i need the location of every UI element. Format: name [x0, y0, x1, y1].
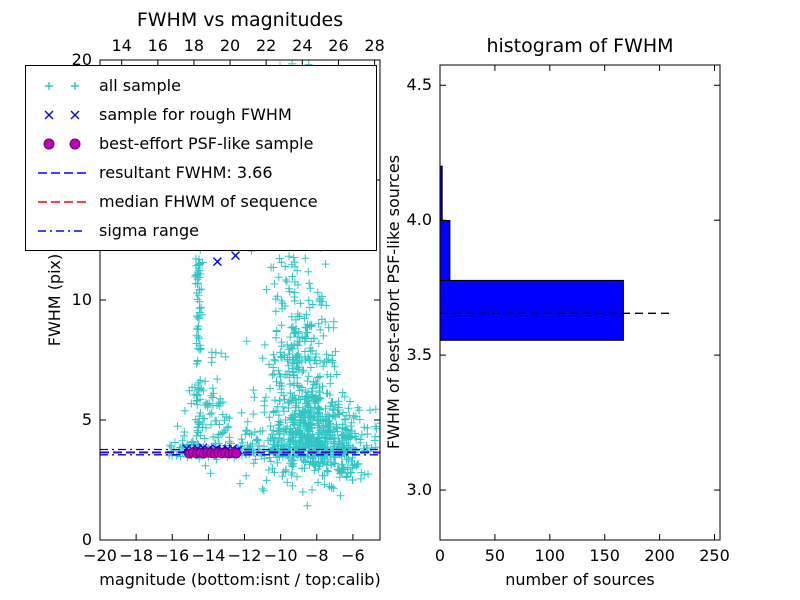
scatter-ylabel: FWHM (pix) — [45, 254, 64, 347]
dashed-line-icon — [38, 171, 86, 174]
legend-label: all sample — [99, 76, 181, 95]
legend-label: resultant FWHM: 3.66 — [99, 163, 273, 182]
legend-label: best-effort PSF-like sample — [99, 134, 314, 153]
tick-label: 20 — [220, 36, 240, 55]
tick-label: −14 — [192, 546, 226, 565]
legend-label: sigma range — [99, 221, 199, 240]
tick-label: −20 — [83, 546, 117, 565]
tick-label: 200 — [644, 546, 675, 565]
legend-item-median-fhwm: median FHWM of sequence — [26, 187, 376, 216]
all-sample-points — [165, 60, 380, 510]
hist-bar — [440, 220, 451, 281]
rough-sample-points — [182, 251, 243, 458]
legend-item-resultant-fwhm: resultant FWHM: 3.66 — [26, 158, 376, 187]
tick-label: 26 — [328, 36, 348, 55]
scatter-points-layer — [100, 60, 380, 510]
tick-label: −16 — [155, 546, 189, 565]
psf-sample-point — [231, 448, 242, 459]
legend-item-sigma-range: sigma range — [26, 216, 376, 245]
tick-label: −8 — [305, 546, 329, 565]
hist-bar — [440, 279, 624, 341]
tick-label: 0 — [435, 546, 445, 565]
histogram-axes: 0 50 100 150 200 250 3.0 3.5 4.0 4.5 — [407, 65, 730, 565]
scatter-axes: −20 −18 −16 −14 −12 −10 −8 −6 14 16 18 20 22 24 26 28 0 5… — [72, 36, 385, 565]
tick-label: 100 — [535, 546, 566, 565]
dashdot-line-icon — [38, 229, 86, 232]
tick-label: 24 — [292, 36, 312, 55]
dashed-line-icon — [38, 200, 86, 203]
legend-item-all-sample: all sample — [26, 71, 376, 100]
tick-label: 50 — [485, 546, 505, 565]
scatter-plot: FWHM vs magnitudes −20 −18 −16 −14 −12 −10 −8−… — [45, 9, 385, 589]
tick-label: 5 — [82, 410, 92, 429]
histogram-ylabel: FWHM of best-effort PSF-like sources — [384, 155, 403, 449]
tick-label: 16 — [148, 36, 168, 55]
plus-marker-icon — [45, 81, 79, 90]
histogram-frame — [439, 64, 721, 541]
scatter-xlabel: magnitude (bottom:isnt / top:calib) — [99, 570, 380, 589]
histogram-title: histogram of FWHM — [486, 35, 673, 57]
tick-label: 4.0 — [407, 210, 432, 229]
tick-label: 3.0 — [407, 480, 432, 499]
legend: all sample sample for rough FWHM best-ef… — [25, 65, 377, 251]
tick-label: 18 — [184, 36, 204, 55]
tick-label: −6 — [341, 546, 365, 565]
tick-label: 3.5 — [407, 345, 432, 364]
tick-label: 150 — [589, 546, 620, 565]
tick-label: −10 — [264, 546, 298, 565]
tick-label: 28 — [364, 36, 384, 55]
tick-label: −18 — [119, 546, 153, 565]
tick-label: 4.5 — [407, 75, 432, 94]
tick-label: 14 — [111, 36, 131, 55]
histogram-xlabel: number of sources — [505, 570, 655, 589]
histogram-bars-layer — [440, 165, 671, 341]
legend-label: median FHWM of sequence — [99, 192, 318, 211]
tick-label: 250 — [699, 546, 730, 565]
tick-label: 0 — [82, 530, 92, 549]
tick-label: 10 — [72, 290, 92, 309]
scatter-title: FWHM vs magnitudes — [137, 9, 343, 31]
circle-marker-icon — [43, 138, 81, 149]
tick-label: 20 — [72, 50, 92, 69]
histogram-plot: histogram of FWHM 0 50 100 150 200 250 3.0 3.5 4… — [384, 35, 730, 589]
x-marker-icon — [44, 110, 80, 119]
tick-label: −12 — [228, 546, 262, 565]
tick-label: 22 — [256, 36, 276, 55]
legend-item-psf-sample: best-effort PSF-like sample — [26, 129, 376, 158]
legend-label: sample for rough FWHM — [99, 105, 292, 124]
legend-item-rough-fwhm-sample: sample for rough FWHM — [26, 100, 376, 129]
